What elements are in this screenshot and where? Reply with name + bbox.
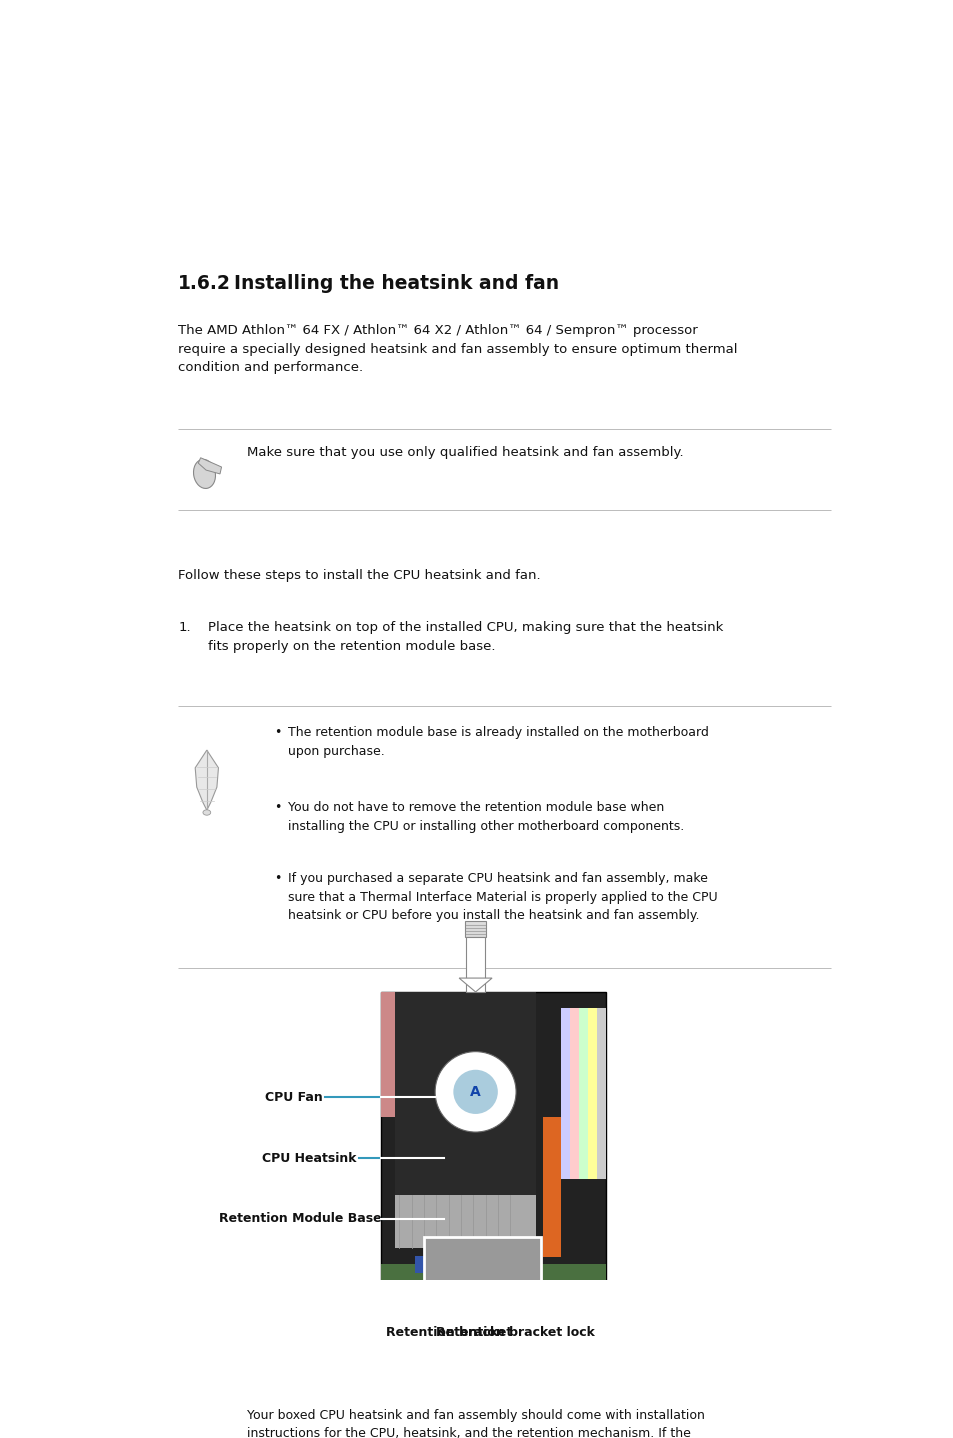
Polygon shape bbox=[195, 751, 218, 810]
Text: CPU Heatsink: CPU Heatsink bbox=[262, 1152, 356, 1165]
Polygon shape bbox=[458, 978, 492, 992]
Bar bbox=[597, 1008, 605, 1179]
Text: Follow these steps to install the CPU heatsink and fan.: Follow these steps to install the CPU he… bbox=[178, 569, 540, 582]
Text: •: • bbox=[274, 726, 281, 739]
Text: Your boxed CPU heatsink and fan assembly should come with installation
instructi: Your boxed CPU heatsink and fan assembly… bbox=[247, 1409, 720, 1438]
Polygon shape bbox=[198, 457, 221, 475]
Bar bbox=[423, 1237, 540, 1303]
Ellipse shape bbox=[203, 810, 211, 815]
Text: •: • bbox=[274, 873, 281, 886]
Text: •: • bbox=[274, 801, 281, 814]
Text: CPU Fan: CPU Fan bbox=[264, 1090, 322, 1103]
Bar bbox=[415, 1255, 527, 1273]
Text: Place the heatsink on top of the installed CPU, making sure that the heatsink
fi: Place the heatsink on top of the install… bbox=[208, 621, 722, 653]
Text: Make sure that you use only qualified heatsink and fan assembly.: Make sure that you use only qualified he… bbox=[247, 446, 683, 459]
Bar bbox=[395, 992, 536, 1195]
Text: A: A bbox=[470, 1084, 480, 1099]
Text: Retention bracket lock: Retention bracket lock bbox=[436, 1326, 594, 1339]
Bar bbox=[395, 1129, 536, 1248]
Polygon shape bbox=[195, 1415, 218, 1438]
Text: The retention module base is already installed on the motherboard
upon purchase.: The retention module base is already ins… bbox=[288, 726, 708, 758]
Circle shape bbox=[435, 1051, 516, 1132]
Text: Retention bracket: Retention bracket bbox=[386, 1326, 512, 1339]
Bar bbox=[464, 922, 486, 936]
Text: The AMD Athlon™ 64 FX / Athlon™ 64 X2 / Athlon™ 64 / Sempron™ processor
require : The AMD Athlon™ 64 FX / Athlon™ 64 X2 / … bbox=[178, 324, 737, 374]
Ellipse shape bbox=[193, 459, 215, 489]
Text: 1.: 1. bbox=[178, 621, 191, 634]
Text: If you purchased a separate CPU heatsink and fan assembly, make
sure that a Ther: If you purchased a separate CPU heatsink… bbox=[288, 873, 717, 922]
Bar bbox=[465, 938, 485, 992]
Text: Retention Module Base: Retention Module Base bbox=[218, 1212, 381, 1225]
Bar bbox=[578, 1008, 587, 1179]
Text: You do not have to remove the retention module base when
installing the CPU or i: You do not have to remove the retention … bbox=[288, 801, 683, 833]
Bar bbox=[542, 1117, 560, 1257]
Text: 1.6.2: 1.6.2 bbox=[178, 275, 231, 293]
Bar bbox=[560, 1008, 569, 1179]
Text: Installing the heatsink and fan: Installing the heatsink and fan bbox=[233, 275, 558, 293]
Bar bbox=[381, 992, 605, 1304]
Circle shape bbox=[453, 1070, 497, 1114]
Bar bbox=[587, 1008, 597, 1179]
Bar bbox=[381, 1264, 605, 1304]
Bar bbox=[381, 992, 426, 1117]
Bar bbox=[569, 1008, 578, 1179]
